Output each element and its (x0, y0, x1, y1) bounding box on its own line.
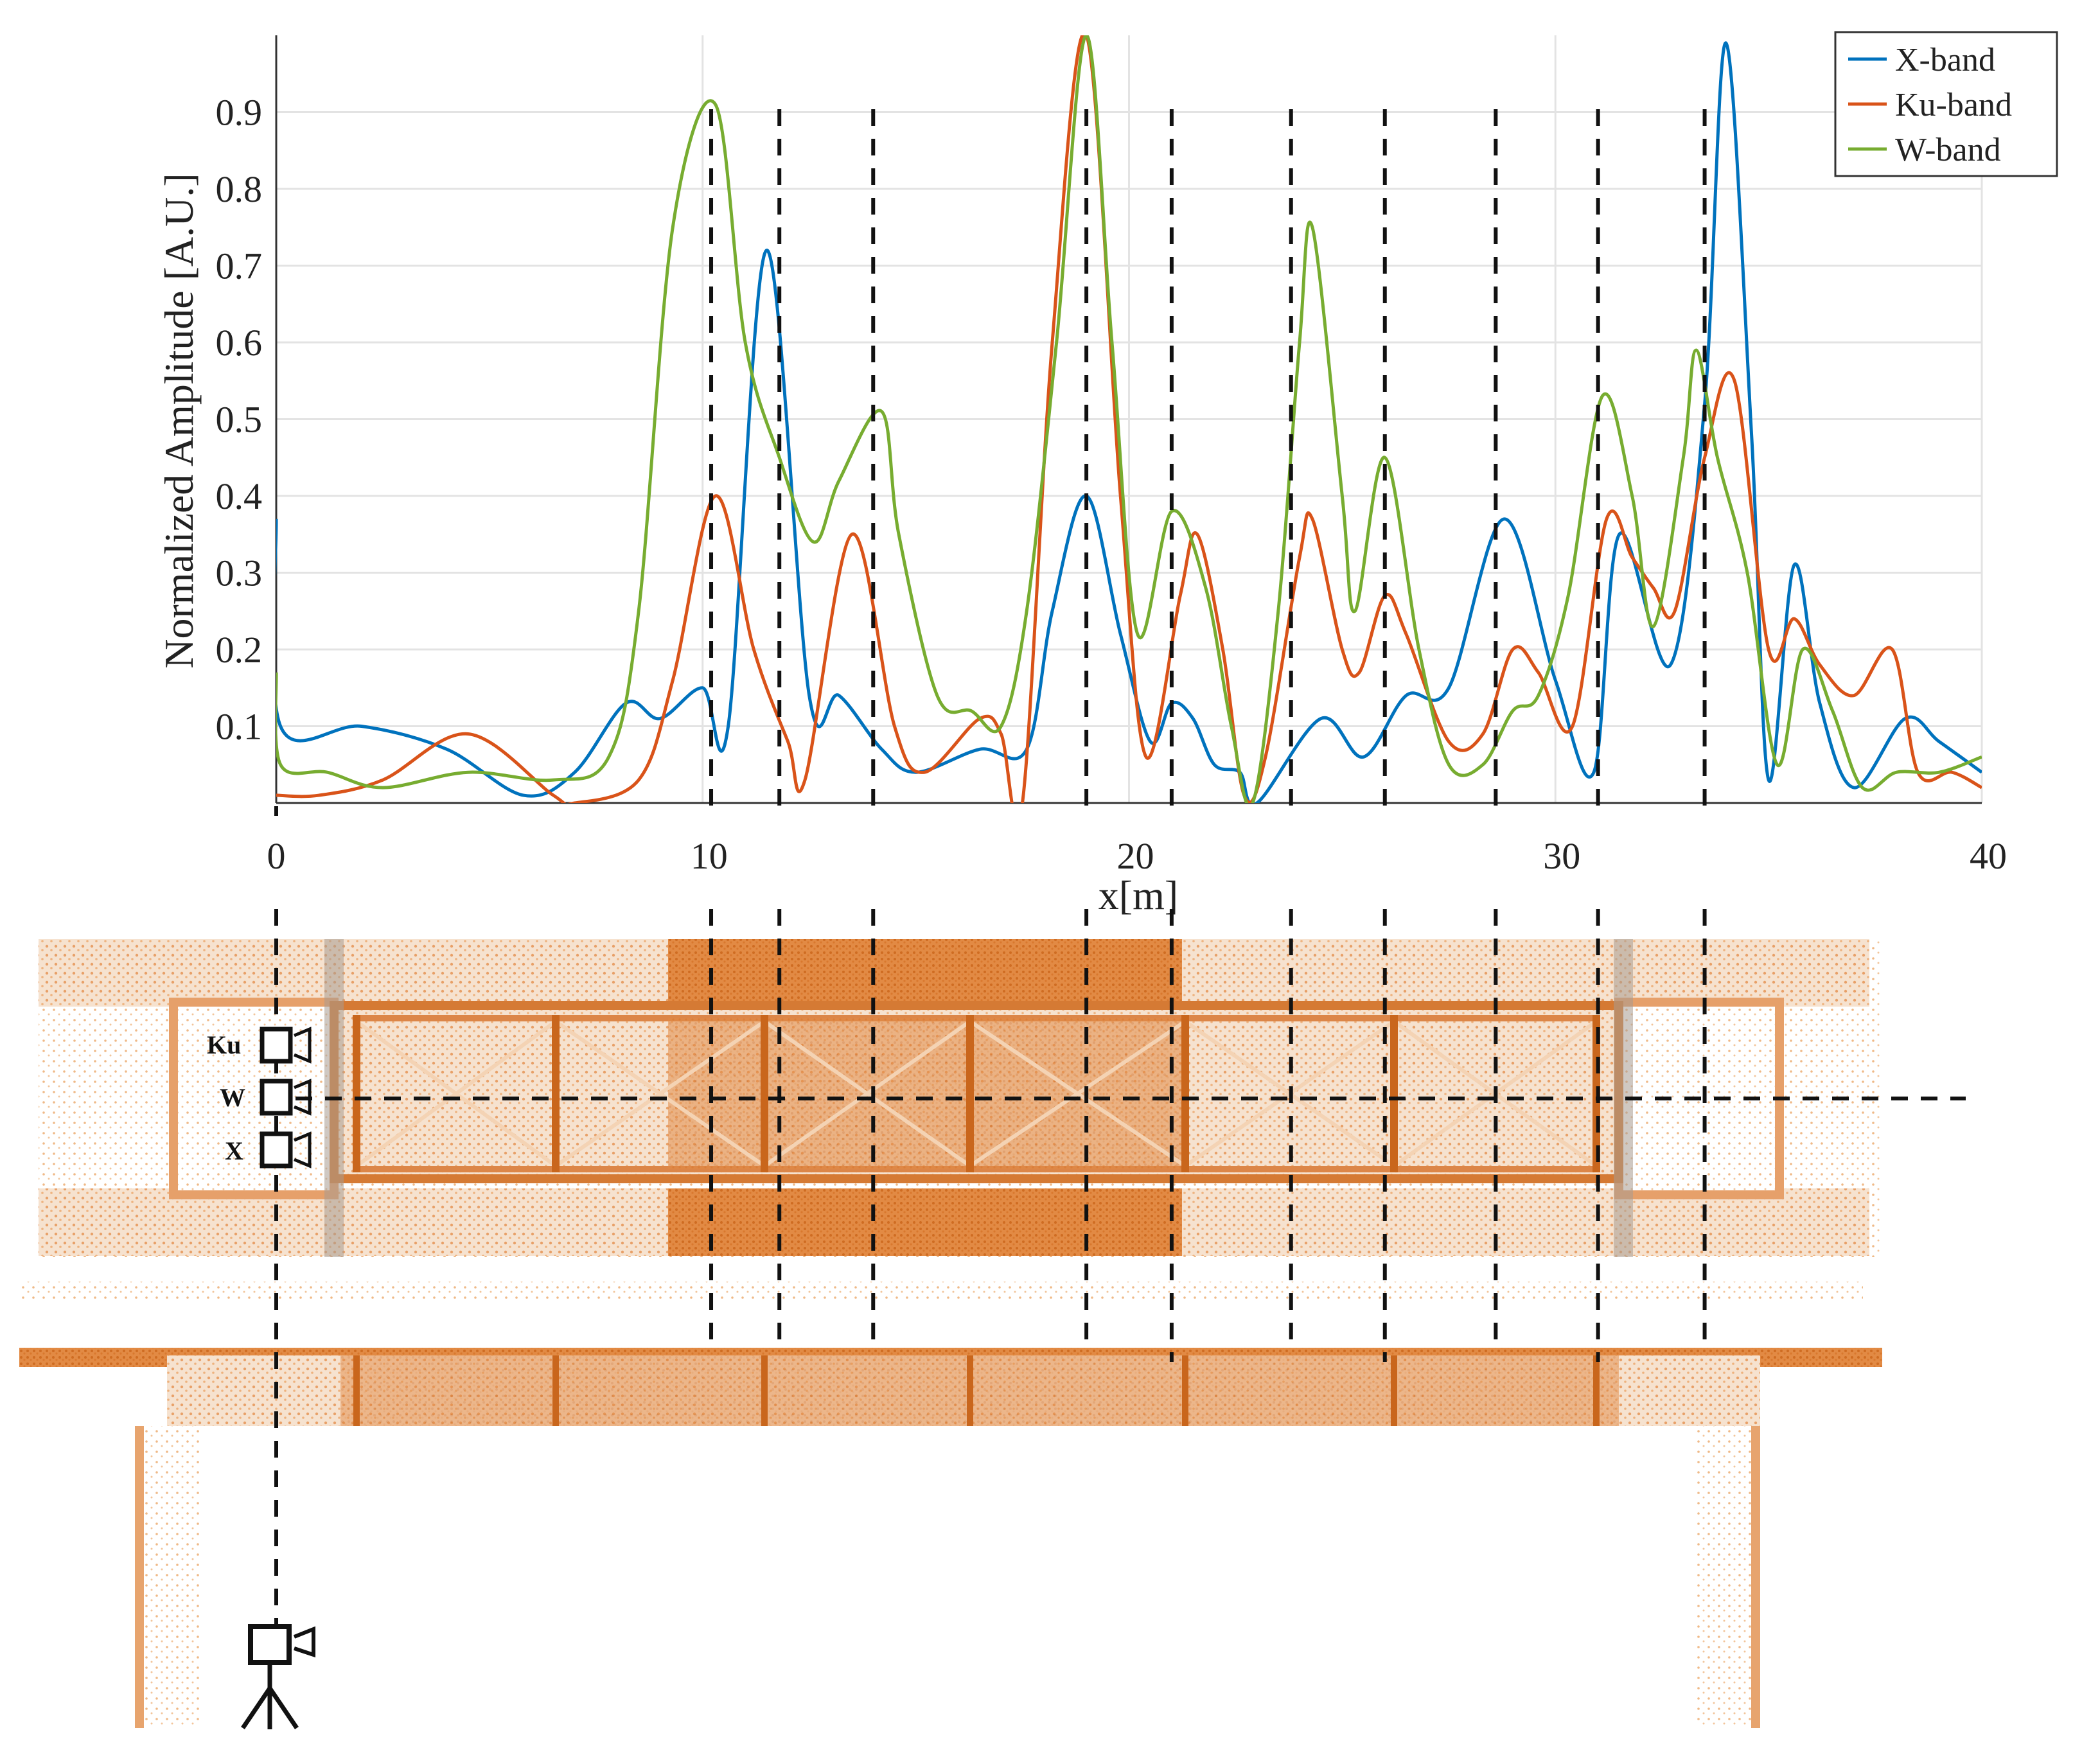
vertical-4 (1181, 1015, 1189, 1172)
diagonal-b-3 (969, 1019, 1187, 1168)
series-line-w-band (276, 35, 1982, 803)
radar-w-icon (260, 1079, 293, 1116)
right-pier-edge (1751, 1426, 1760, 1728)
radar-label-x: X (225, 1136, 243, 1165)
side-deck-dense (340, 1355, 1619, 1426)
y-axis-label: Normalized Amplitude [A.U.] (156, 173, 202, 668)
vertical-5 (1390, 1015, 1398, 1172)
x-tick-labels: 0 10 20 30 40 (267, 835, 2007, 877)
radar-label-ku: Ku (207, 1030, 241, 1059)
radar-label-w: W (220, 1083, 245, 1112)
y-tick-label-5: 0.6 (216, 322, 263, 364)
y-tick-label-7: 0.8 (216, 168, 263, 210)
vertical-3 (966, 1015, 974, 1172)
diagonal-b-2 (763, 1019, 971, 1168)
side-vertical-3 (967, 1355, 973, 1426)
radar-w-horn-icon (294, 1079, 312, 1116)
truss-dense-center (668, 1018, 1182, 1169)
x-tick-label-1: 10 (691, 835, 728, 877)
side-railing (19, 1282, 1863, 1301)
y-tick-label-8: 0.9 (216, 92, 263, 134)
vertical-1 (552, 1015, 560, 1172)
series-line-x-band (276, 41, 1982, 803)
x-tick-label-0: 0 (267, 835, 286, 877)
y-tick-label-1: 0.2 (216, 629, 263, 671)
reference-dashed-lines (274, 109, 1707, 1632)
bridge-top-view (39, 939, 1882, 1257)
side-vertical-1 (552, 1355, 559, 1426)
deck-dense-top (668, 939, 1182, 1007)
vertical-2 (761, 1015, 768, 1172)
x-tick-label-3: 30 (1543, 835, 1580, 877)
side-vertical-2 (761, 1355, 768, 1426)
legend-label-x-band: X-band (1895, 42, 1995, 78)
tripod-radar-icon (241, 1624, 315, 1729)
right-pier (1696, 1426, 1760, 1728)
side-vertical-0 (353, 1355, 360, 1426)
deck-dense-bottom (668, 1188, 1182, 1256)
y-tick-labels: 0.1 0.2 0.3 0.4 0.5 0.6 0.7 0.8 0.9 (216, 92, 263, 748)
legend-label-w-band: W-band (1895, 132, 2001, 168)
side-vertical-6 (1593, 1355, 1600, 1426)
radar-x-horn-icon (294, 1131, 312, 1169)
y-tick-label-2: 0.3 (216, 552, 263, 594)
x-tick-label-2: 20 (1117, 835, 1154, 877)
y-tick-label-4: 0.5 (216, 399, 263, 441)
side-vertical-5 (1391, 1355, 1397, 1426)
series-lines (276, 35, 1982, 803)
x-axis-label: x[m] (1098, 872, 1178, 918)
x-tick-label-4: 40 (1970, 835, 2007, 877)
radar-ku-horn-icon (294, 1027, 312, 1064)
left-pier (135, 1426, 199, 1728)
left-pier-edge (135, 1426, 144, 1728)
side-verticals (353, 1355, 1600, 1426)
diagonal-b-0 (355, 1019, 557, 1168)
y-tick-label-0: 0.1 (216, 706, 263, 748)
legend: X-band Ku-band W-band (1834, 31, 2058, 177)
legend-label-ku-band: Ku-band (1895, 87, 2012, 123)
legend-box (1834, 31, 2058, 177)
bridge-side-view (19, 1282, 1882, 1728)
side-vertical-4 (1182, 1355, 1188, 1426)
series-line-ku-band (276, 35, 1982, 803)
y-tick-label-3: 0.4 (216, 475, 263, 517)
radar-x-icon (260, 1131, 293, 1169)
radar-ku-icon (260, 1027, 293, 1064)
y-tick-label-6: 0.7 (216, 245, 263, 287)
diagonal-b-1 (554, 1019, 766, 1168)
chart: 0.1 0.2 0.3 0.4 0.5 0.6 0.7 0.8 0.9 0 10 20 30 40 No… (156, 31, 2058, 918)
radar-array: Ku W X (207, 1027, 312, 1169)
vertical-0 (353, 1015, 360, 1172)
